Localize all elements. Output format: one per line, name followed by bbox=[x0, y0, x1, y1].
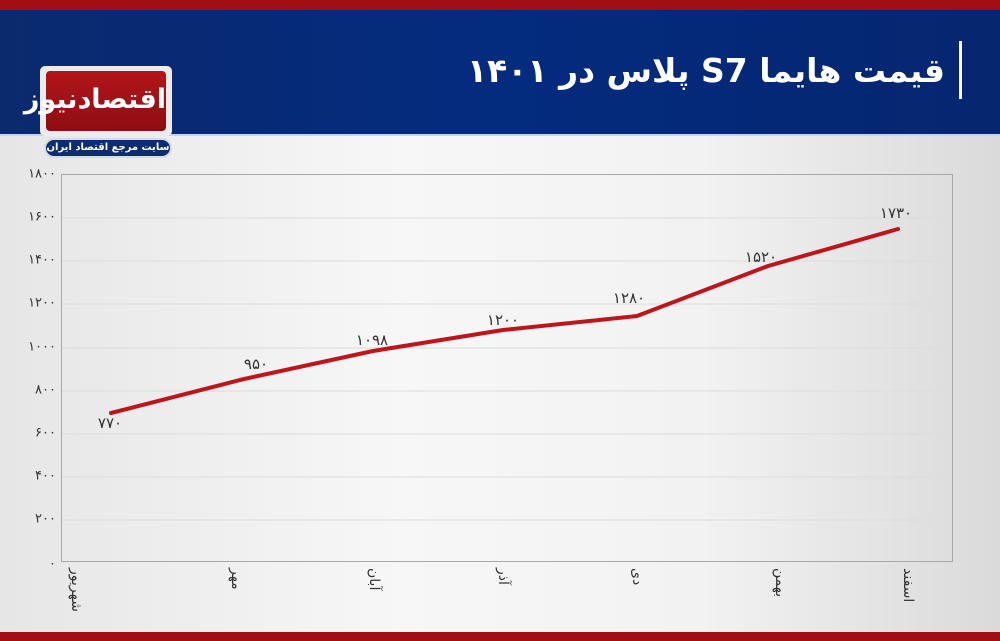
line-chart bbox=[62, 217, 951, 521]
x-tick-label: آذر bbox=[495, 568, 511, 585]
x-tick-label: شهریور bbox=[68, 568, 84, 612]
y-tick-label: ۱۲۰۰ bbox=[28, 295, 56, 311]
data-point-label: ۹۵۰ bbox=[243, 355, 269, 373]
y-tick-label: ۴۰۰ bbox=[35, 468, 56, 484]
data-point-label: ۱۰۹۸ bbox=[355, 331, 389, 349]
plot-area bbox=[61, 174, 953, 562]
data-point-label: ۱۵۲۰ bbox=[744, 248, 778, 266]
y-tick-label: ۸۰۰ bbox=[35, 382, 56, 398]
gridlines bbox=[62, 217, 951, 521]
x-tick-label: دی bbox=[629, 568, 645, 586]
y-tick-label: ۱۸۰۰ bbox=[28, 166, 56, 182]
logo-tagline: سایت مرجع اقتصاد ایران bbox=[44, 138, 172, 158]
top-red-bar bbox=[0, 0, 1000, 10]
title-separator bbox=[959, 41, 962, 99]
data-point-label: ۱۷۳۰ bbox=[879, 204, 913, 222]
data-point-label: ۷۷۰ bbox=[97, 414, 123, 432]
bottom-red-bar bbox=[0, 632, 1000, 641]
data-point-label: ۱۲۸۰ bbox=[612, 289, 646, 307]
x-tick-label: مهر bbox=[228, 568, 244, 590]
x-tick-label: بهمن bbox=[772, 568, 788, 598]
chart-title: قیمت هایما S7 پلاس در ۱۴۰۱ bbox=[467, 50, 945, 90]
y-tick-label: ۰ bbox=[49, 556, 56, 572]
y-tick-label: ۱۴۰۰ bbox=[28, 252, 56, 268]
logo-frame: اقتصادنیوز bbox=[24, 66, 172, 136]
x-tick-label: آبان bbox=[366, 568, 382, 591]
data-point-label: ۱۲۰۰ bbox=[486, 311, 520, 329]
y-tick-label: ۱۰۰۰ bbox=[28, 339, 56, 355]
y-tick-label: ۲۰۰ bbox=[35, 511, 56, 527]
logo-wordmark: اقتصادنیوز bbox=[24, 71, 167, 131]
title-wrap: قیمت هایما S7 پلاس در ۱۴۰۱ bbox=[467, 40, 962, 100]
brand-logo: اقتصادنیوز سایت مرجع اقتصاد ایران bbox=[24, 66, 172, 158]
price-line bbox=[109, 227, 900, 415]
x-tick-label: اسفند bbox=[900, 568, 916, 603]
y-tick-label: ۶۰۰ bbox=[35, 425, 56, 441]
y-tick-label: ۱۶۰۰ bbox=[28, 209, 56, 225]
